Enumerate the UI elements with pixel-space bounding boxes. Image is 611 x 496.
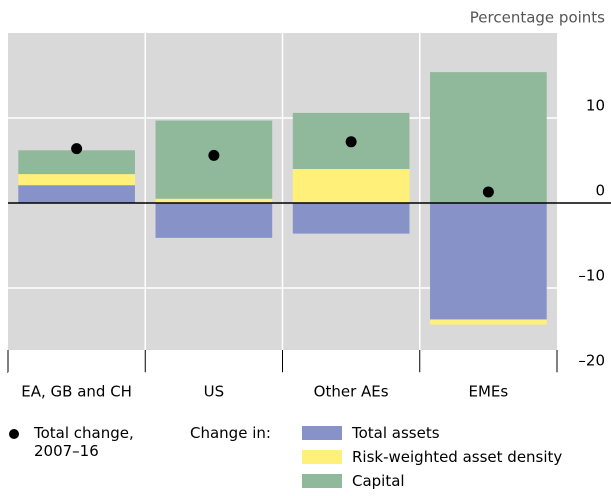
legend-swatch (302, 426, 342, 440)
total-dot (208, 149, 220, 161)
legend-swatch (302, 450, 342, 464)
y-tick-label: –10 (578, 267, 605, 285)
bar-segment (430, 319, 547, 325)
total-dot (482, 186, 494, 198)
bar-segment (292, 169, 410, 203)
bar-segment (430, 72, 547, 203)
total-dot (345, 136, 357, 148)
bar-segment (155, 198, 273, 203)
unit-label: Percentage points (470, 9, 605, 27)
legend-label: Total change, 2007–16 (34, 424, 134, 460)
y-tick-label: 0 (595, 182, 605, 200)
legend-label: Risk-weighted asset density (352, 448, 563, 466)
y-tick-label: –20 (578, 352, 605, 370)
y-tick-label: 10 (586, 97, 605, 115)
legend-prefix: Change in: (190, 424, 271, 442)
legend-swatch (302, 474, 342, 488)
x-tick-label: Other AEs (314, 383, 389, 401)
legend-dot (9, 429, 19, 439)
x-tick-label: EA, GB and CH (21, 383, 132, 401)
dot-icon (9, 429, 19, 439)
x-tick-label: EMEs (469, 383, 509, 401)
total-dot (71, 143, 83, 155)
bar-segment (18, 150, 135, 175)
bar-segment (18, 174, 135, 186)
bar-segment (18, 185, 135, 203)
bar-segment (155, 203, 273, 238)
legend-label: Capital (352, 472, 405, 490)
x-tick-label: US (204, 383, 225, 401)
legend-label: Total assets (352, 424, 440, 442)
chart: Percentage points –20 –10 0 10 EA, GB and CH… (7, 9, 611, 401)
bar-segment (430, 203, 547, 320)
bar-segment (292, 203, 410, 234)
